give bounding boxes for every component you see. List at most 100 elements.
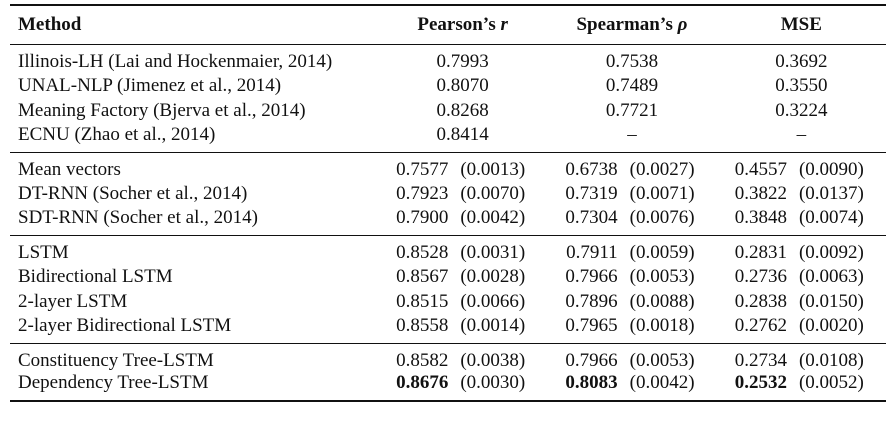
row-group: Illinois-LH (Lai and Hockenmaier, 2014) 0…	[10, 45, 886, 154]
method-cell: Meaning Factory (Bjerva et al., 2014)	[18, 100, 306, 122]
spearman-cell: 0.7966	[565, 349, 618, 371]
table-row: SDT-RNN (Socher et al., 2014) 0.7900 (0.00…	[10, 206, 886, 236]
header-spearman-label: Spearman’s	[576, 14, 678, 35]
pearson-sd-cell: (0.0038)	[460, 349, 526, 371]
pearson-cell: 0.8515	[396, 291, 449, 313]
spearman-cell: 0.8083	[547, 371, 624, 402]
header-method: Method	[10, 4, 378, 45]
mse-cell: –	[716, 124, 886, 154]
spearman-cell: 0.7966	[565, 265, 618, 287]
header-pearson-symbol: r	[500, 14, 508, 35]
method-cell: SDT-RNN (Socher et al., 2014)	[10, 206, 378, 236]
pearson-sd-cell: (0.0028)	[460, 265, 526, 287]
pearson-cell: 0.7577	[396, 159, 449, 181]
pearson-cell: 0.8268	[436, 100, 489, 122]
method-cell: 2-layer Bidirectional LSTM	[10, 314, 378, 344]
header-pearson: Pearson’s r	[378, 4, 548, 45]
spearman-sd-cell: (0.0027)	[629, 159, 695, 181]
table-header: Method Pearson’s r Spearman’s ρ MSE	[10, 4, 886, 45]
spearman-sd-cell: (0.0088)	[629, 291, 695, 313]
method-cell: Illinois-LH (Lai and Hockenmaier, 2014)	[18, 51, 333, 72]
pearson-cell: 0.7923	[396, 182, 449, 204]
pearson-cell: 0.7900	[378, 206, 455, 236]
pearson-cell: 0.8567	[396, 265, 449, 287]
method-cell: 2-layer LSTM	[18, 291, 128, 313]
pearson-cell: 0.8582	[396, 349, 449, 371]
spearman-cell: 0.7721	[605, 100, 659, 122]
table-row: Illinois-LH (Lai and Hockenmaier, 2014) 0…	[10, 45, 886, 74]
spearman-cell: 0.7319	[565, 182, 618, 204]
spearman-cell: 0.7965	[547, 314, 624, 344]
mse-cell: 0.2734	[734, 349, 787, 371]
header-row: Method Pearson’s r Spearman’s ρ MSE	[10, 4, 886, 45]
header-spearman: Spearman’s ρ	[547, 4, 717, 45]
pearson-sd-cell: (0.0030)	[454, 371, 548, 402]
spearman-cell: 0.7304	[547, 206, 624, 236]
spearman-sd-cell: (0.0018)	[623, 314, 717, 344]
header-pearson-label: Pearson’s	[417, 14, 501, 35]
mse-sd-cell: (0.0074)	[792, 206, 886, 236]
spearman-sd-cell: (0.0042)	[623, 371, 717, 402]
mse-cell: 0.2831	[734, 241, 787, 263]
mse-sd-cell: (0.0137)	[798, 182, 864, 204]
method-cell: Mean vectors	[18, 159, 121, 181]
mse-sd-cell: (0.0063)	[798, 265, 864, 287]
row-group: Mean vectors 0.7577 (0.0013) 0.6738 (0.0027)…	[10, 153, 886, 236]
pearson-cell: 0.8528	[396, 241, 449, 263]
mse-cell: 0.3848	[716, 206, 793, 236]
mse-cell: 0.3550	[775, 74, 828, 96]
spearman-cell: 0.7911	[566, 241, 618, 263]
pearson-sd-cell: (0.0070)	[460, 182, 526, 204]
mse-sd-cell: (0.0090)	[798, 159, 864, 181]
pearson-cell: 0.8558	[378, 314, 455, 344]
table-row: LSTM 0.8528 (0.0031) 0.7911 (0.0059) 0.2831 (0…	[10, 235, 886, 264]
row-group: Constituency Tree-LSTM 0.8582 (0.0038) 0.79…	[10, 343, 886, 402]
pearson-cell: 0.8070	[436, 74, 489, 96]
spearman-cell: 0.7896	[565, 291, 618, 313]
mse-sd-cell: (0.0150)	[798, 291, 864, 313]
table-row: Constituency Tree-LSTM 0.8582 (0.0038) 0.79…	[10, 343, 886, 372]
method-cell: Bidirectional LSTM	[18, 265, 173, 287]
mse-cell: 0.2762	[716, 314, 793, 344]
pearson-sd-cell: (0.0031)	[460, 241, 526, 263]
spearman-sd-cell: (0.0053)	[629, 349, 695, 371]
pearson-sd-cell: (0.0042)	[454, 206, 548, 236]
spearman-sd-cell: (0.0059)	[629, 241, 695, 263]
method-cell: Constituency Tree-LSTM	[18, 349, 214, 371]
table-row: Dependency Tree-LSTM 0.8676 (0.0030) 0.8083…	[10, 371, 886, 402]
spearman-cell: 0.7489	[605, 74, 659, 96]
method-cell: DT-RNN (Socher et al., 2014)	[18, 182, 248, 204]
spearman-cell: 0.6738	[565, 159, 618, 181]
header-mse: MSE	[716, 4, 886, 45]
row-group: LSTM 0.8528 (0.0031) 0.7911 (0.0059) 0.2831 (0…	[10, 235, 886, 344]
table-row: ECNU (Zhao et al., 2014) 0.8414– –	[10, 124, 886, 154]
pearson-cell: 0.7993	[436, 51, 489, 72]
method-cell: UNAL-NLP (Jimenez et al., 2014)	[18, 74, 282, 96]
pearson-sd-cell: (0.0013)	[460, 159, 526, 181]
spearman-sd-cell: (0.0053)	[629, 265, 695, 287]
mse-cell: 0.4557	[734, 159, 787, 181]
mse-cell: 0.2736	[734, 265, 787, 287]
mse-cell: 0.2838	[734, 291, 787, 313]
mse-cell: 0.3822	[734, 182, 787, 204]
mse-cell: 0.3692	[775, 51, 828, 72]
pearson-cell: 0.8676	[378, 371, 455, 402]
table-row: 2-layer LSTM 0.8515 (0.0066) 0.7896 (0.0088)…	[10, 289, 886, 315]
mse-cell: 0.2532	[716, 371, 793, 402]
method-cell: Dependency Tree-LSTM	[10, 371, 378, 402]
table-row: Bidirectional LSTM 0.8567 (0.0028) 0.7966 (0…	[10, 264, 886, 290]
method-cell: LSTM	[18, 241, 69, 263]
table-row: Mean vectors 0.7577 (0.0013) 0.6738 (0.0027)…	[10, 153, 886, 182]
table-row: Meaning Factory (Bjerva et al., 2014) 0.8…	[10, 99, 886, 125]
table-row: UNAL-NLP (Jimenez et al., 2014) 0.8070 0.7…	[10, 73, 886, 99]
mse-sd-cell: (0.0108)	[798, 349, 864, 371]
spearman-cell: 0.7538	[605, 51, 659, 72]
pearson-sd-cell: (0.0066)	[460, 291, 526, 313]
spearman-sd-cell: (0.0076)	[623, 206, 717, 236]
mse-cell: 0.3224	[775, 100, 828, 122]
mse-sd-cell: (0.0020)	[792, 314, 886, 344]
pearson-cell: 0.8414	[378, 124, 548, 154]
spearman-cell: –	[547, 124, 717, 154]
table-row: 2-layer Bidirectional LSTM 0.8558 (0.0014)…	[10, 314, 886, 344]
mse-sd-cell: (0.0092)	[798, 241, 864, 263]
